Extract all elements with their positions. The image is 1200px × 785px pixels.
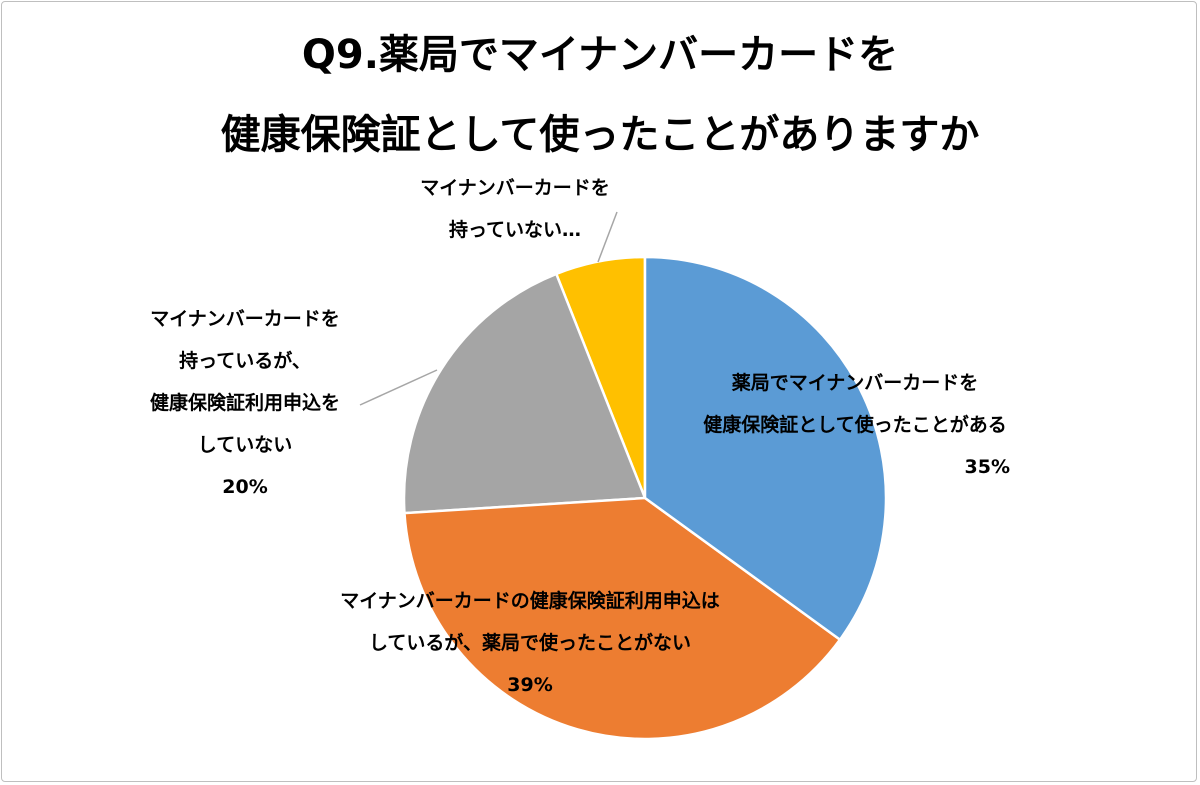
leader-line-not-applied [359, 369, 438, 406]
slice-used [643, 255, 888, 642]
slice-label-not-applied: マイナンバーカードを 持っているが、 健康保険証利用申込を していない 20% [149, 308, 340, 498]
slice-label-used: 薬局でマイナンバーカードを 健康保険証として使ったことがある 35% [703, 372, 1010, 478]
chart-title-line-2: 健康保険証として使ったことがありますか [220, 112, 980, 158]
slice-label-applied-not-used: マイナンバーカードの健康保険証利用申込は しているが、薬局で使ったことがない 3… [340, 590, 720, 696]
chart-title-line-1: Q9.薬局でマイナンバーカードを [301, 32, 899, 78]
leader-line-no-card [597, 211, 618, 263]
slice-applied-not-used [403, 496, 842, 741]
slice-label-no-card: マイナンバーカードを 持っていない… [420, 177, 610, 241]
slice-not-applied [402, 272, 647, 515]
